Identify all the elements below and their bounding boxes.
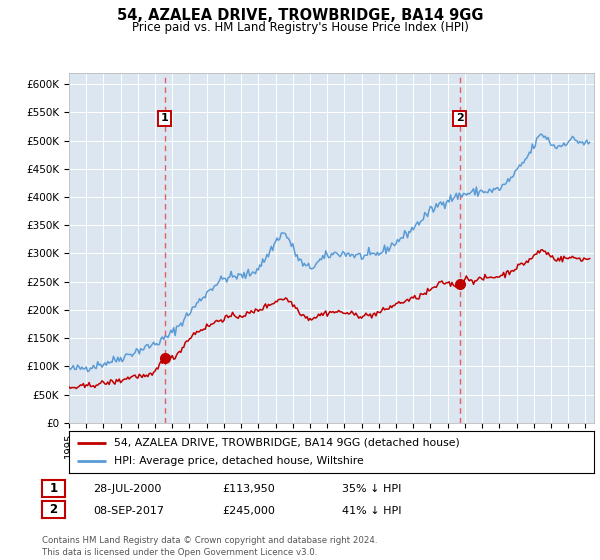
Text: 35% ↓ HPI: 35% ↓ HPI (342, 484, 401, 494)
Text: 54, AZALEA DRIVE, TROWBRIDGE, BA14 9GG (detached house): 54, AZALEA DRIVE, TROWBRIDGE, BA14 9GG (… (113, 438, 460, 448)
Text: HPI: Average price, detached house, Wiltshire: HPI: Average price, detached house, Wilt… (113, 456, 364, 466)
Text: 41% ↓ HPI: 41% ↓ HPI (342, 506, 401, 516)
Text: 2: 2 (49, 503, 58, 516)
Text: Contains HM Land Registry data © Crown copyright and database right 2024.
This d: Contains HM Land Registry data © Crown c… (42, 536, 377, 557)
Text: Price paid vs. HM Land Registry's House Price Index (HPI): Price paid vs. HM Land Registry's House … (131, 21, 469, 34)
Text: 08-SEP-2017: 08-SEP-2017 (93, 506, 164, 516)
Text: 1: 1 (161, 113, 169, 123)
Text: 1: 1 (49, 482, 58, 495)
Text: 2: 2 (455, 113, 463, 123)
Text: 28-JUL-2000: 28-JUL-2000 (93, 484, 161, 494)
Text: £113,950: £113,950 (222, 484, 275, 494)
Text: 54, AZALEA DRIVE, TROWBRIDGE, BA14 9GG: 54, AZALEA DRIVE, TROWBRIDGE, BA14 9GG (117, 8, 483, 24)
Text: £245,000: £245,000 (222, 506, 275, 516)
